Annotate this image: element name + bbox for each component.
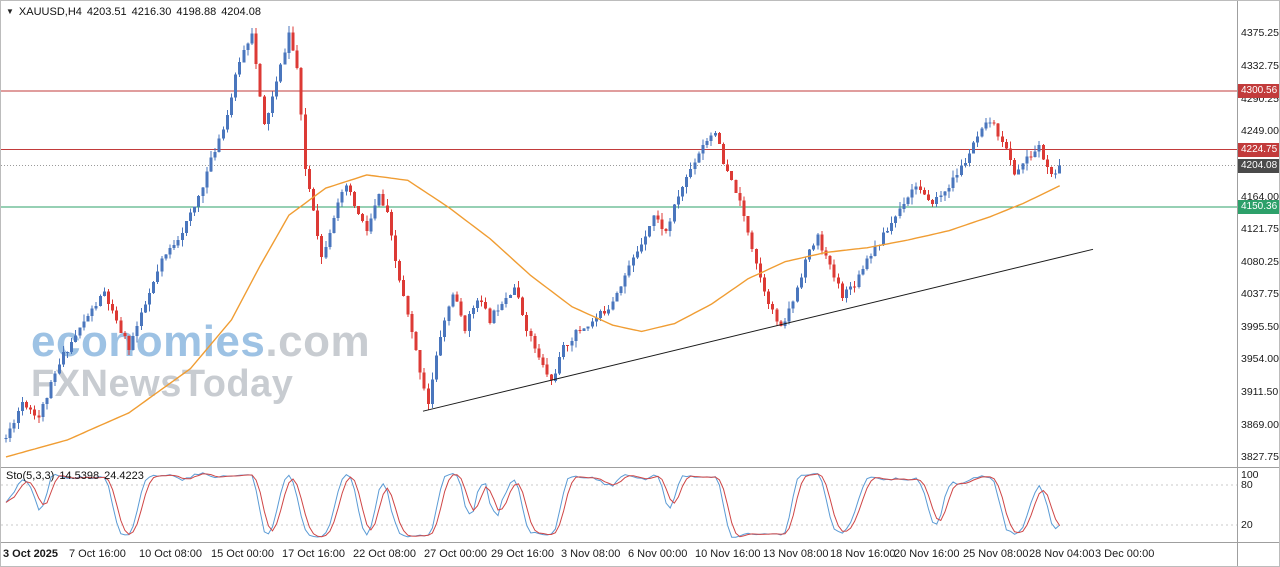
time-axis-label: 18 Nov 16:00 [830, 548, 896, 560]
price-tick-label: 3827.75 [1241, 451, 1279, 464]
price-axis[interactable]: 4375.25 4332.75 4290.25 4249.00 4164.00 4121.… [1237, 1, 1279, 566]
price-tick-label: 4080.25 [1241, 255, 1279, 268]
time-axis-label: 10 Oct 08:00 [139, 548, 202, 560]
stochastic-pane[interactable]: Sto(5,3,3) 14.5398 24.4223 [1, 468, 1237, 542]
price-tick-label: 3911.50 [1241, 386, 1279, 399]
time-axis-label: 15 Oct 00:00 [211, 548, 274, 560]
high-value: 4216.30 [131, 6, 172, 18]
time-axis-label: 25 Nov 08:00 [963, 548, 1029, 560]
price-tick-label: 4332.75 [1241, 59, 1279, 72]
stochastic-tick-label: 100 [1241, 469, 1259, 481]
resistance-level-chip: 4224.75 [1238, 142, 1279, 157]
close-value: 4204.08 [221, 6, 261, 18]
time-axis-label: 7 Oct 16:00 [69, 548, 126, 560]
time-axis-label: 27 Oct 00:00 [424, 548, 487, 560]
time-axis-label: 13 Nov 08:00 [763, 548, 829, 560]
stochastic-k-value: 14.5398 [59, 470, 100, 482]
pane-separator [1, 542, 1279, 543]
price-tick-label: 3995.50 [1241, 321, 1279, 334]
main-chart-pane[interactable]: ▼ XAUUSD,H4 4203.51 4216.30 4198.88 4204.08 [1, 1, 1237, 467]
time-axis-label: 10 Nov 16:00 [695, 548, 761, 560]
stochastic-name: Sto(5,3,3) [6, 470, 55, 482]
price-tick-label: 4249.00 [1241, 124, 1279, 137]
stochastic-tick-label: 20 [1241, 518, 1253, 531]
price-tick-label: 4375.25 [1241, 27, 1279, 39]
stochastic-label: Sto(5,3,3) 14.5398 24.4223 [6, 470, 149, 482]
time-axis-label: 22 Oct 08:00 [353, 548, 416, 560]
price-tick-label: 4164.00 [1241, 190, 1279, 203]
stochastic-chart [1, 472, 1237, 538]
time-axis-label: 3 Dec 00:00 [1095, 548, 1155, 560]
price-tick-label: 3954.00 [1241, 353, 1279, 366]
support-level-chip: 4150.36 [1238, 200, 1279, 215]
low-value: 4198.88 [176, 6, 217, 18]
chart-info-bar: ▼ XAUUSD,H4 4203.51 4216.30 4198.88 4204.08 [6, 6, 266, 18]
time-axis-label: 20 Nov 16:00 [894, 548, 960, 560]
time-axis-label: 3 Nov 08:00 [561, 548, 621, 560]
watermark-brand-suffix: .com [265, 317, 371, 366]
watermark-tagline: FXNewsToday [31, 362, 294, 405]
time-axis-label: 17 Oct 16:00 [282, 548, 345, 560]
price-tick-label: 3869.00 [1241, 419, 1279, 432]
time-axis-label: 6 Nov 00:00 [628, 548, 688, 560]
stochastic-tick-label: 80 [1241, 479, 1253, 492]
pane-separator [1, 467, 1279, 468]
time-axis-label: 3 Oct 2025 [3, 548, 59, 560]
collapse-arrow-icon[interactable]: ▼ [6, 7, 14, 16]
stochastic-d-value: 24.4223 [104, 470, 144, 482]
current-price-chip: 4204.08 [1238, 158, 1279, 173]
time-axis-label: 29 Oct 16:00 [491, 548, 554, 560]
price-tick-label: 4037.75 [1241, 288, 1279, 301]
resistance-level-chip: 4300.56 [1238, 83, 1279, 98]
time-axis[interactable]: 3 Oct 2025 7 Oct 16:00 10 Oct 08:00 15 Oct … [1, 543, 1237, 566]
symbol-period-label: XAUUSD,H4 [18, 6, 82, 18]
price-tick-label: 4121.75 [1241, 223, 1279, 236]
candlestick-chart [1, 25, 1237, 458]
time-axis-label: 28 Nov 04:00 [1029, 548, 1095, 560]
open-value: 4203.51 [86, 6, 127, 18]
